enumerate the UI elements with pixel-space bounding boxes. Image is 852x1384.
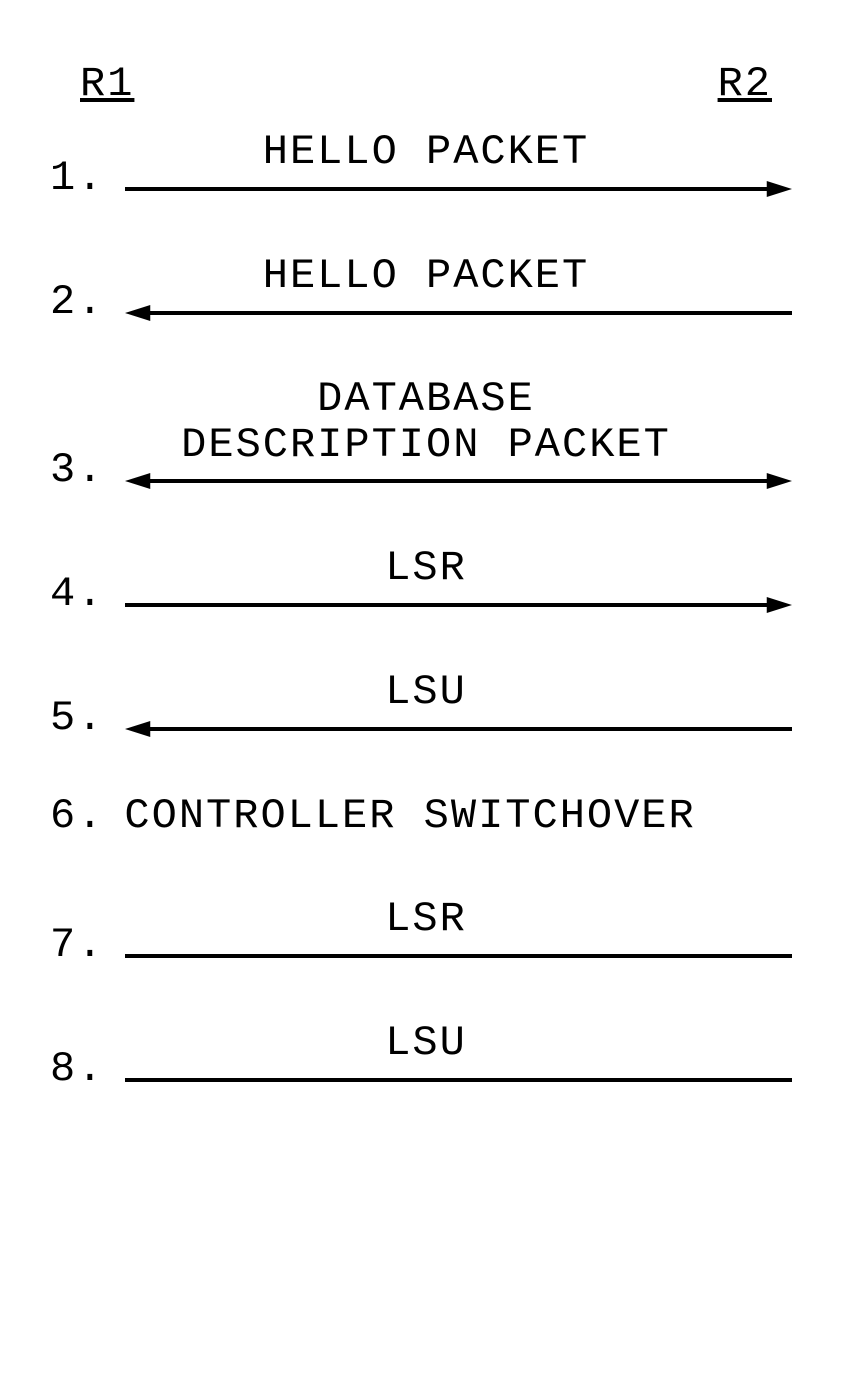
- message-label-line1: DATABASE: [50, 376, 802, 422]
- row-number: 2.: [50, 278, 104, 326]
- arrow-right-icon: [125, 597, 792, 613]
- message-row-8: LSU 8.: [50, 1019, 802, 1088]
- message-row-4: LSR 4.: [50, 544, 802, 613]
- row-number: 3.: [50, 446, 104, 494]
- message-row-2: HELLO PACKET 2.: [50, 252, 802, 321]
- arrow-left-icon: [125, 305, 792, 321]
- row-number: 1.: [50, 154, 104, 202]
- message-label: HELLO PACKET: [50, 252, 802, 300]
- header-right-label: R2: [718, 60, 772, 108]
- line-icon: [125, 1072, 792, 1088]
- message-label: LSU: [50, 1019, 802, 1067]
- message-label: LSU: [50, 668, 802, 716]
- arrow-right-icon: [125, 181, 792, 197]
- message-label: LSR: [50, 544, 802, 592]
- row-number: 6.: [50, 792, 104, 840]
- message-row-6: 6. CONTROLLER SWITCHOVER: [50, 792, 802, 840]
- row-number: 8.: [50, 1045, 104, 1093]
- message-row-1: HELLO PACKET 1.: [50, 128, 802, 197]
- message-label-line2: DESCRIPTION PACKET: [50, 422, 802, 468]
- message-label: CONTROLLER SWITCHOVER: [124, 792, 695, 840]
- message-row-5: LSU 5.: [50, 668, 802, 737]
- header-row: R1 R2: [50, 60, 802, 108]
- arrow-left-icon: [125, 721, 792, 737]
- message-row-7: LSR 7.: [50, 895, 802, 964]
- message-row-3: DATABASE DESCRIPTION PACKET 3.: [50, 376, 802, 489]
- line-icon: [125, 948, 792, 964]
- message-label: HELLO PACKET: [50, 128, 802, 176]
- row-number: 4.: [50, 570, 104, 618]
- message-label: LSR: [50, 895, 802, 943]
- row-number: 5.: [50, 694, 104, 742]
- arrow-both-icon: [125, 473, 792, 489]
- message-label-multiline: DATABASE DESCRIPTION PACKET: [50, 376, 802, 468]
- row-number: 7.: [50, 921, 104, 969]
- header-left-label: R1: [80, 60, 134, 108]
